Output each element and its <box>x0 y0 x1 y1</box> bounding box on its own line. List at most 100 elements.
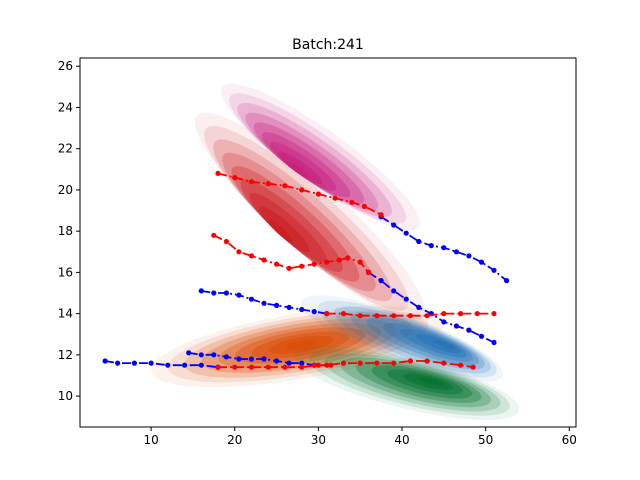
density-contour <box>237 102 393 218</box>
series-5 <box>215 170 384 218</box>
data-point <box>403 296 409 302</box>
data-point <box>466 253 472 259</box>
y-tick-label: 18 <box>58 224 73 238</box>
density-contour <box>253 122 365 204</box>
density-contour <box>350 311 485 370</box>
axes-layer: 10 20 30 40 50 60 10 12 14 16 18 20 22 24 26 <box>58 59 577 447</box>
data-point <box>299 364 305 370</box>
data-point <box>131 360 137 366</box>
density-contour <box>366 317 479 366</box>
data-point <box>424 313 430 319</box>
data-point <box>361 203 367 209</box>
density-contour <box>334 306 491 374</box>
density-contour <box>355 361 482 403</box>
data-point <box>182 362 188 368</box>
data-point <box>211 352 217 358</box>
data-point <box>453 323 459 329</box>
density-contour <box>432 339 455 350</box>
data-point <box>340 360 347 366</box>
data-point <box>407 313 413 319</box>
density-contour <box>222 152 376 292</box>
data-point <box>186 350 192 356</box>
data-point <box>223 238 229 245</box>
data-point <box>282 183 288 189</box>
data-point <box>274 358 280 364</box>
density-region-4 <box>293 345 520 421</box>
data-point <box>474 311 480 317</box>
y-tick-label: 10 <box>58 389 73 403</box>
data-point <box>374 360 380 366</box>
data-point <box>198 288 204 294</box>
density-contour <box>418 377 444 386</box>
density-region-1 <box>194 112 426 321</box>
data-point <box>407 358 413 364</box>
data-point <box>115 360 121 366</box>
series-layer <box>102 170 510 370</box>
data-point <box>357 360 363 366</box>
y-tick-label: 26 <box>58 59 73 73</box>
data-point <box>378 278 384 284</box>
data-point <box>391 360 397 366</box>
series-2 <box>198 288 330 317</box>
density-contour <box>270 141 337 191</box>
data-point <box>491 267 497 273</box>
data-point <box>391 313 397 319</box>
series-3 <box>186 350 317 368</box>
density-contour <box>301 295 503 382</box>
data-point <box>274 302 280 308</box>
x-tick-label: 30 <box>311 433 326 447</box>
data-point <box>403 230 409 236</box>
data-point <box>324 311 330 317</box>
data-point <box>328 362 334 368</box>
data-point <box>391 222 397 228</box>
y-tick-label: 14 <box>58 307 73 321</box>
density-contour <box>267 219 294 243</box>
density-contour <box>240 179 343 273</box>
data-point <box>478 259 485 265</box>
data-point <box>470 364 476 370</box>
data-point <box>345 255 351 261</box>
density-contour <box>245 112 379 211</box>
data-point <box>378 212 384 218</box>
x-tick-label: 10 <box>143 433 158 447</box>
data-point <box>466 327 472 333</box>
data-point <box>286 304 292 310</box>
data-point <box>236 249 242 255</box>
chart-title: Batch:241 <box>292 37 364 53</box>
x-tick-label: 20 <box>227 433 242 447</box>
data-point <box>391 288 397 294</box>
data-point <box>357 259 363 265</box>
density-contour <box>308 349 510 416</box>
data-point <box>299 360 305 366</box>
x-tick-label: 60 <box>562 433 577 447</box>
data-point <box>248 356 255 362</box>
density-contour <box>229 93 407 224</box>
density-contour <box>258 206 310 253</box>
density-contour <box>399 328 467 358</box>
data-point <box>261 356 267 362</box>
density-contour <box>293 345 520 421</box>
data-point <box>248 364 255 370</box>
density-layer <box>151 83 520 421</box>
data-point <box>211 232 217 238</box>
data-point <box>349 199 355 205</box>
data-point <box>374 313 380 319</box>
density-contour <box>286 161 309 178</box>
y-tick-label: 24 <box>58 100 73 114</box>
data-point <box>286 265 292 271</box>
data-point <box>458 311 464 317</box>
density-contour <box>221 83 420 231</box>
density-contour <box>285 340 318 349</box>
data-point <box>324 259 330 265</box>
series-6 <box>211 232 372 275</box>
data-point <box>265 364 271 370</box>
density-contour <box>324 353 501 412</box>
data-point <box>282 364 288 370</box>
plot-frame <box>79 57 577 428</box>
data-point <box>441 311 447 317</box>
data-point <box>261 257 267 263</box>
data-point <box>232 175 238 181</box>
series-9 <box>215 362 334 370</box>
y-tick-label: 16 <box>58 265 73 279</box>
